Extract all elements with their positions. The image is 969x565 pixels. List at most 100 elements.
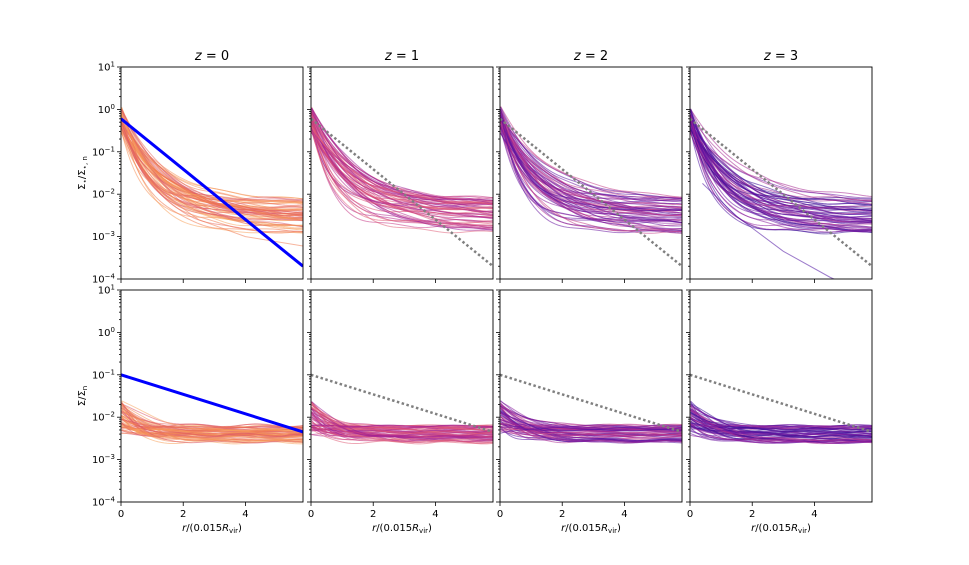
- profile-curve: [690, 111, 872, 216]
- profile-curve: [121, 111, 303, 219]
- outlier-curve: [702, 183, 836, 279]
- x-tick-label: 2: [749, 509, 755, 520]
- panel-frame: [689, 289, 873, 503]
- profile-curve: [121, 112, 303, 227]
- profile-curve: [690, 425, 872, 435]
- y-tick-label: 101: [98, 284, 115, 297]
- profile-curve: [690, 127, 872, 200]
- profile-curve: [500, 405, 682, 429]
- profile-curve: [500, 411, 682, 442]
- profile-group: [500, 373, 682, 444]
- profile-curve: [121, 410, 303, 437]
- y-tick-label: 10−4: [92, 496, 116, 509]
- profile-curve: [311, 108, 493, 219]
- y-tick-label: 100: [98, 103, 115, 116]
- profile-curve: [121, 424, 303, 434]
- panel-frame: [120, 289, 304, 503]
- profile-curve: [690, 433, 872, 445]
- y-tick-label: 10−1: [92, 368, 115, 381]
- panels: 10−4 10−3 10−2 10−1 100 101 z = 0 Σ⋆/Σ⋆, n z = 1…: [77, 49, 873, 535]
- y-tick-label: 10−2: [92, 188, 115, 201]
- x-axis-title: r/(0.015Rvir): [751, 523, 811, 535]
- profile-curve: [311, 129, 493, 201]
- panel-r0-c2: z = 2: [496, 49, 683, 283]
- panel-frame: [310, 66, 494, 280]
- profile-curve: [121, 127, 303, 234]
- panel-title: z = 0: [194, 49, 229, 64]
- profile-curve: [500, 121, 682, 199]
- x-tick-label: 2: [370, 509, 376, 520]
- profile-curve: [121, 113, 303, 204]
- profile-curve: [500, 106, 682, 202]
- profile-curve: [690, 115, 872, 208]
- profile-curve: [690, 405, 872, 438]
- profile-curve: [690, 131, 872, 197]
- panel-r1-c0: 10−4 10−3 10−2 10−1 100 101 0 2 4r/(0.015Rvir) Σ/…: [77, 284, 304, 535]
- profile-curve: [690, 124, 872, 220]
- profile-curve: [500, 111, 682, 234]
- x-tick-label: 0: [308, 509, 314, 520]
- profile-curve: [311, 401, 493, 440]
- profile-curve: [690, 109, 872, 231]
- profile-curve: [500, 116, 682, 210]
- x-tick-label: 0: [118, 509, 124, 520]
- profile-curve: [690, 115, 872, 205]
- profile-group: [690, 373, 872, 445]
- y-tick-label: 10−1: [92, 145, 115, 158]
- panel-frame: [499, 66, 683, 280]
- panel-frame: [499, 289, 683, 503]
- profile-curve: [690, 118, 872, 232]
- profile-curve: [690, 113, 872, 222]
- reference-line: [690, 373, 872, 434]
- fit-line: [121, 117, 303, 268]
- panel-r1-c3: 0 2 4r/(0.015Rvir): [686, 289, 873, 535]
- profile-curve: [311, 406, 493, 444]
- profile-curve: [690, 114, 872, 225]
- profile-group: [500, 106, 682, 268]
- profile-curve: [311, 119, 493, 205]
- y-axis-title: Σ⋆/Σ⋆, n: [77, 156, 89, 190]
- profile-curve: [121, 410, 303, 443]
- profile-curve: [500, 117, 682, 198]
- profile-curve: [311, 122, 493, 229]
- profile-curve: [690, 405, 872, 442]
- profile-curve: [311, 120, 493, 234]
- x-axis-title: r/(0.015Rvir): [372, 523, 432, 535]
- profile-curve: [311, 122, 493, 231]
- profile-curve: [121, 418, 303, 428]
- profile-curve: [500, 109, 682, 216]
- panel-title: z = 3: [763, 49, 798, 64]
- y-tick-label: 10−3: [92, 230, 115, 243]
- profile-curve: [690, 118, 872, 229]
- profile-curve: [690, 415, 872, 431]
- profile-curve: [500, 117, 682, 212]
- panel-frame: [689, 66, 873, 280]
- y-tick-label: 101: [98, 61, 115, 74]
- profile-curve: [690, 118, 872, 211]
- profile-curve: [311, 431, 493, 436]
- panel-r1-c2: 0 2 4r/(0.015Rvir): [496, 289, 683, 535]
- profile-curve: [500, 115, 682, 200]
- x-tick-label: 0: [497, 509, 503, 520]
- profile-curve: [500, 120, 682, 234]
- y-axis-title: Σ/Σn: [77, 386, 89, 406]
- fit-line: [121, 373, 303, 434]
- profile-group: [121, 106, 303, 268]
- profile-group: [311, 373, 493, 445]
- profile-curve: [121, 416, 303, 439]
- x-axis-title: r/(0.015Rvir): [561, 523, 621, 535]
- reference-line: [311, 117, 493, 268]
- profile-curve: [121, 400, 303, 433]
- profile-curve: [690, 121, 872, 205]
- profile-group: [311, 106, 493, 268]
- reference-line: [311, 373, 493, 434]
- profile-curve: [500, 128, 682, 221]
- x-tick-label: 4: [811, 509, 817, 520]
- profile-curve: [311, 420, 493, 441]
- profile-group: [690, 108, 872, 279]
- profile-curve: [500, 107, 682, 224]
- profile-curve: [690, 417, 872, 445]
- profile-curve: [121, 122, 303, 222]
- panel-r0-c0: 10−4 10−3 10−2 10−1 100 101 z = 0 Σ⋆/Σ⋆, n: [77, 49, 304, 286]
- x-tick-label: 4: [242, 509, 248, 520]
